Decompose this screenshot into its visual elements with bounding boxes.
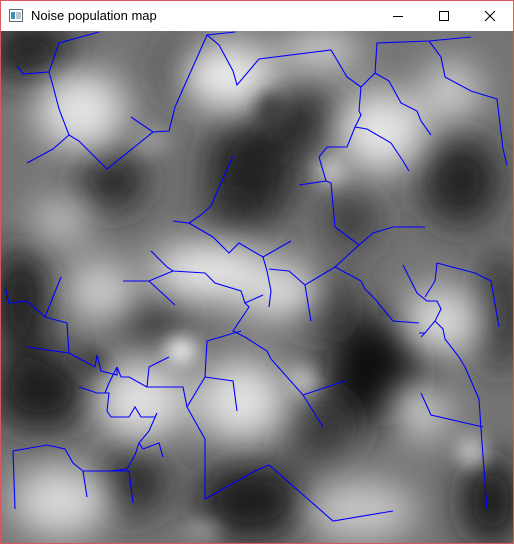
minimize-button[interactable] [375,1,421,31]
road-segment [68,352,96,368]
map-canvas [1,31,513,543]
road-segment [354,126,410,172]
road-segment [152,34,472,133]
noise-detail-blobs [75,93,487,541]
minimize-icon [393,16,403,17]
road-segment [204,376,238,412]
road-segment [420,392,484,428]
road-segment [128,405,164,458]
window-title: Noise population map [31,8,157,23]
noise-population-map[interactable] [1,31,513,543]
road-segment [186,330,394,522]
maximize-icon [439,11,449,21]
road-segment [111,470,134,504]
close-icon [484,10,496,22]
road-segment [428,40,508,166]
road-segment [94,354,148,388]
road-segment [434,320,488,510]
road-segment [436,262,500,328]
road-segment [206,31,236,36]
road-segment [82,470,88,498]
title-bar[interactable]: Noise population map [1,1,513,31]
road-segment [78,386,129,418]
close-button[interactable] [467,1,513,31]
road-segment [304,284,312,322]
road-segment [420,332,426,338]
road-segment [48,31,100,73]
road-segment [148,280,176,306]
road-segment [12,442,140,510]
road-segment [424,262,438,298]
road-segment [232,302,346,396]
road-segment [104,366,118,394]
road-segment [44,276,62,318]
road-segment [188,222,292,258]
app-window-icon [9,9,23,22]
road-segment [298,86,362,186]
road-segment [402,264,442,334]
road-segment [68,116,154,170]
road-segment [150,250,264,304]
road-segment [16,65,70,164]
road-segment [334,266,420,324]
road-network [4,31,508,522]
road-segment [302,394,324,428]
road-segment [374,72,432,136]
maximize-button[interactable] [421,1,467,31]
road-segment [262,256,272,308]
road-segment [172,155,234,224]
